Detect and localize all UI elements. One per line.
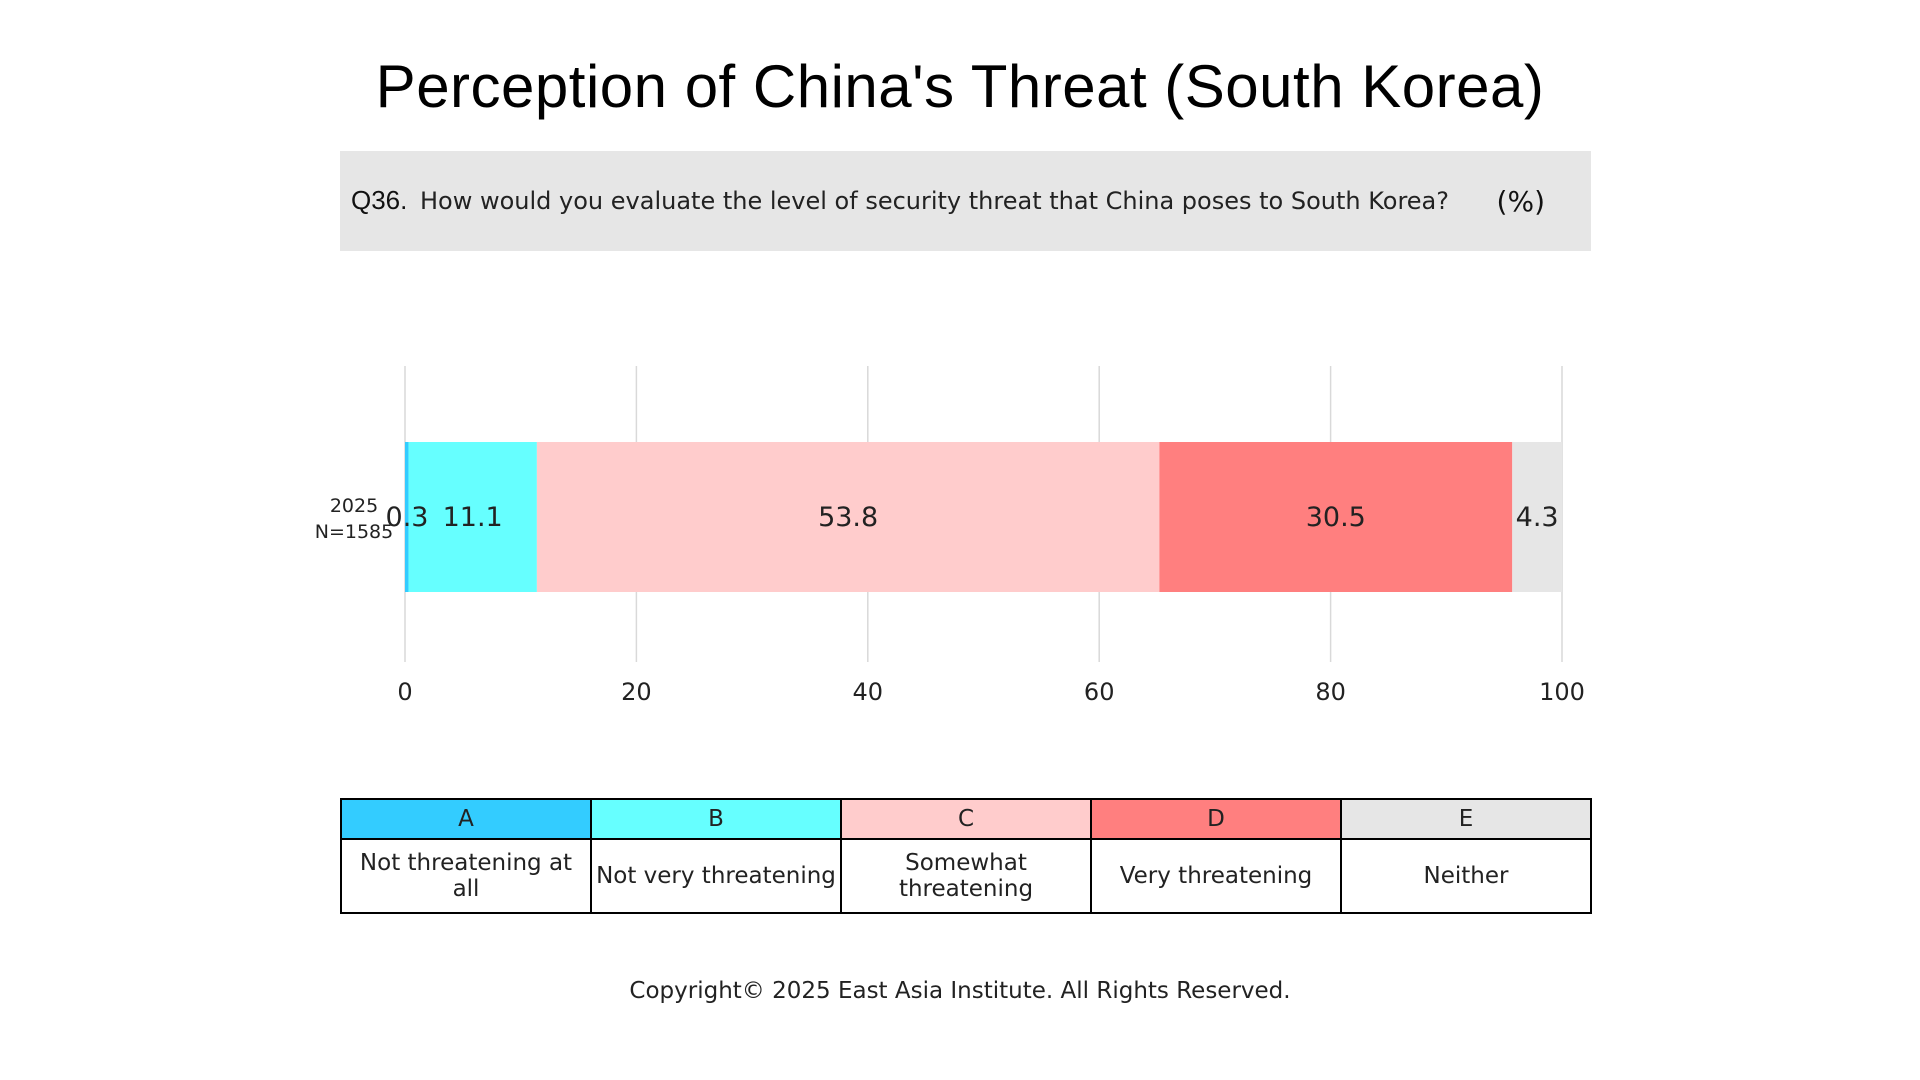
bar-segment-a (405, 442, 409, 592)
data-label-e: 4.3 (1516, 502, 1559, 533)
data-label-c: 53.8 (818, 502, 878, 533)
x-tick-label-20: 20 (621, 678, 652, 706)
legend-label-c: Somewhat threatening (840, 838, 1092, 914)
x-tick-label-40: 40 (853, 678, 884, 706)
question-box: Q36. How would you evaluate the level of… (340, 151, 1591, 251)
x-tick-label-100: 100 (1539, 678, 1585, 706)
legend-table: A B C D E Not threatening at all Not ver… (340, 798, 1592, 914)
question-number: Q36. (351, 185, 408, 215)
category-label-line-1: 2025 (330, 495, 378, 517)
bar-segment-e (1512, 442, 1562, 592)
legend-code-a: A (340, 798, 592, 840)
unit-label: (%) (1496, 185, 1545, 218)
copyright-text: Copyright© 2025 East Asia Institute. All… (629, 978, 1291, 1004)
legend-label-b: Not very threatening (590, 838, 842, 914)
data-label-d: 30.5 (1306, 502, 1366, 533)
question-text: How would you evaluate the level of secu… (420, 187, 1449, 215)
chart-title: Perception of China's Threat (South Kore… (375, 53, 1545, 120)
data-label-a: 0.3 (386, 502, 429, 533)
data-label-b: 11.1 (443, 502, 503, 533)
bar-segment-d (1159, 442, 1513, 592)
x-tick-label-60: 60 (1084, 678, 1115, 706)
legend-code-d: D (1090, 798, 1342, 840)
bar-segment-b (408, 442, 537, 592)
x-tick-label-80: 80 (1315, 678, 1346, 706)
bar-segment-c (536, 442, 1160, 592)
legend-label-a: Not threatening at all (340, 838, 592, 914)
legend-code-c: C (840, 798, 1092, 840)
legend-code-e: E (1340, 798, 1592, 840)
category-label-line-2: N=1585 (315, 521, 394, 543)
legend-label-d: Very threatening (1090, 838, 1342, 914)
x-tick-label-0: 0 (397, 678, 412, 706)
legend-label-e: Neither (1340, 838, 1592, 914)
legend-code-b: B (590, 798, 842, 840)
stacked-bar-chart: 0 20 40 60 80 100 0.3 11.1 53.8 30.5 4.3 2025 N=1585 (315, 366, 1585, 706)
